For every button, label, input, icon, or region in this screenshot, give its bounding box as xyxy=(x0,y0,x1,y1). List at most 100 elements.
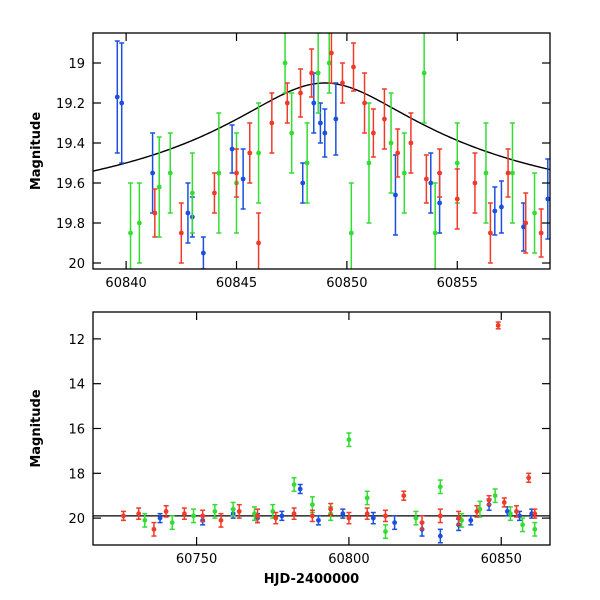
data-point-green xyxy=(348,182,354,269)
data-point-blue xyxy=(317,102,323,144)
data-point-red xyxy=(437,148,443,198)
y-tick-label: 20 xyxy=(68,257,85,272)
data-point-red xyxy=(120,510,126,522)
bottom-panel: 60750 60800 60850 12 14 16 18 20 Magnitude HJD-… xyxy=(29,311,551,587)
data-point-green xyxy=(216,112,222,234)
data-point-red xyxy=(362,72,368,134)
data-point-red xyxy=(151,521,157,537)
data-point-blue xyxy=(157,512,163,524)
data-point-red xyxy=(532,508,538,519)
data-point-red xyxy=(211,172,217,214)
data-point-green xyxy=(191,508,197,524)
data-point-green xyxy=(128,182,134,269)
data-point-blue xyxy=(300,162,306,204)
data-point-red xyxy=(309,48,315,98)
data-point-green xyxy=(432,182,438,269)
bottom-panel-frame xyxy=(92,311,551,546)
data-point-green xyxy=(136,182,142,264)
data-point-red xyxy=(136,507,142,520)
data-point-green xyxy=(169,515,175,531)
data-point-blue xyxy=(185,182,191,244)
top-panel-frame xyxy=(92,32,551,270)
data-point-green xyxy=(189,152,195,234)
data-point-green xyxy=(364,490,370,506)
y-tick-label: 19.4 xyxy=(56,137,85,152)
data-point-green xyxy=(492,488,498,504)
x-tick-label: 60850 xyxy=(481,552,522,567)
data-point-red xyxy=(218,512,224,528)
data-point-red xyxy=(474,505,480,518)
y-tick-label: 14 xyxy=(68,378,85,393)
data-point-blue xyxy=(392,515,398,531)
x-tick-label: 60750 xyxy=(176,552,217,567)
data-point-red xyxy=(256,212,262,269)
data-point-green xyxy=(346,432,352,448)
data-point-green xyxy=(156,136,162,238)
data-point-red xyxy=(351,42,357,92)
data-point-blue xyxy=(229,124,235,174)
data-point-blue xyxy=(297,483,303,495)
data-point-green xyxy=(388,92,394,194)
data-point-green xyxy=(212,503,218,519)
y-tick-label: 18 xyxy=(68,467,85,482)
y-tick-label: 19.8 xyxy=(56,217,85,232)
data-point-red xyxy=(501,497,507,508)
data-point-red xyxy=(495,321,501,330)
data-point-red xyxy=(364,507,370,520)
data-point-green xyxy=(382,524,388,540)
data-point-red xyxy=(526,472,532,484)
data-point-red xyxy=(178,202,184,264)
data-point-blue xyxy=(370,511,376,525)
data-point-red xyxy=(419,515,425,531)
data-point-green xyxy=(230,501,236,517)
data-point-green xyxy=(167,132,173,214)
data-point-green xyxy=(366,102,372,224)
bottom-panel-ticks: 60750 60800 60850 12 14 16 18 20 xyxy=(68,312,550,567)
data-point-green xyxy=(532,172,538,254)
data-point-green xyxy=(401,132,407,214)
x-tick-label: 60850 xyxy=(326,276,367,291)
data-point-blue xyxy=(240,148,246,210)
data-point-red xyxy=(273,511,279,525)
model-light-curve xyxy=(93,82,550,172)
data-point-blue xyxy=(468,515,474,526)
y-tick-label: 20 xyxy=(68,512,85,527)
data-point-green xyxy=(483,122,489,224)
data-point-blue xyxy=(437,528,443,544)
data-point-red xyxy=(395,128,401,178)
data-point-green xyxy=(509,122,515,224)
data-point-blue xyxy=(498,180,504,234)
bottom-panel-y-axis-title: Magnitude xyxy=(29,389,44,468)
bottom-panel-x-axis-title: HJD-2400000 xyxy=(264,572,359,587)
x-tick-label: 60845 xyxy=(216,276,257,291)
data-point-blue xyxy=(279,510,285,522)
data-point-green xyxy=(256,102,262,204)
data-point-red xyxy=(472,152,478,214)
data-point-red xyxy=(370,108,376,158)
data-point-green xyxy=(304,122,310,204)
data-point-red xyxy=(255,508,261,524)
data-point-red xyxy=(408,112,414,174)
data-point-red xyxy=(339,62,345,104)
data-point-red xyxy=(236,503,242,519)
data-point-blue xyxy=(322,108,328,158)
top-panel-y-axis-title: Magnitude xyxy=(29,112,44,191)
data-point-red xyxy=(486,494,492,506)
data-point-blue xyxy=(114,40,120,154)
data-point-blue xyxy=(333,82,339,156)
data-point-red xyxy=(309,509,315,523)
data-point-green xyxy=(520,517,526,533)
data-point-green xyxy=(315,33,321,114)
y-tick-label: 12 xyxy=(68,333,85,348)
data-point-red xyxy=(401,490,407,501)
data-point-red xyxy=(454,168,460,230)
data-point-green xyxy=(291,477,297,492)
data-point-red xyxy=(328,502,334,516)
data-point-green xyxy=(289,92,295,174)
data-point-red xyxy=(346,511,352,525)
data-point-red xyxy=(505,148,511,198)
data-point-red xyxy=(181,507,187,520)
data-point-red xyxy=(152,188,158,238)
